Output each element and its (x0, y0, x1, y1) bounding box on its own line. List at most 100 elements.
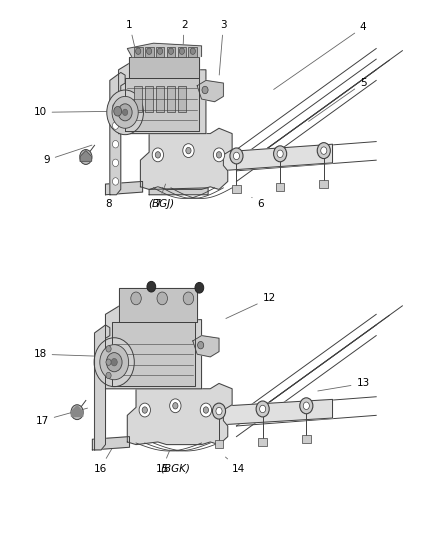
Text: 17: 17 (35, 408, 88, 426)
Bar (276, 183, 285, 191)
Circle shape (233, 152, 240, 160)
Circle shape (71, 405, 83, 419)
Circle shape (147, 281, 155, 292)
Circle shape (300, 398, 313, 414)
Polygon shape (110, 72, 125, 195)
Circle shape (190, 48, 195, 54)
Bar (145, 86, 153, 112)
Circle shape (136, 48, 141, 54)
Polygon shape (219, 144, 332, 171)
Bar (302, 435, 311, 443)
Bar (232, 185, 241, 193)
Text: (BGJ): (BGJ) (148, 199, 174, 209)
Bar (167, 86, 175, 112)
Text: 7: 7 (155, 184, 166, 209)
Circle shape (200, 403, 212, 417)
Circle shape (260, 405, 266, 413)
Circle shape (113, 177, 119, 185)
Polygon shape (80, 151, 92, 161)
Circle shape (198, 342, 204, 349)
Circle shape (321, 147, 327, 155)
Polygon shape (119, 288, 197, 322)
Polygon shape (106, 304, 201, 389)
Polygon shape (112, 322, 195, 386)
Circle shape (139, 403, 150, 417)
Circle shape (106, 353, 122, 372)
Polygon shape (197, 80, 223, 102)
Circle shape (183, 144, 194, 158)
Circle shape (112, 96, 138, 128)
Circle shape (213, 148, 225, 162)
Polygon shape (201, 399, 332, 426)
Bar (166, 47, 175, 56)
Circle shape (168, 48, 173, 54)
Circle shape (274, 146, 287, 162)
Bar (188, 47, 197, 56)
Polygon shape (125, 78, 199, 131)
Text: 16: 16 (94, 449, 112, 473)
Text: 6: 6 (252, 197, 264, 209)
Circle shape (131, 292, 141, 305)
Text: 3: 3 (219, 20, 227, 75)
Bar (134, 47, 143, 56)
Circle shape (113, 141, 119, 148)
Circle shape (94, 338, 134, 386)
Circle shape (111, 359, 117, 366)
Text: 13: 13 (318, 378, 370, 391)
Circle shape (203, 407, 208, 413)
Polygon shape (71, 406, 83, 416)
Circle shape (142, 407, 148, 413)
Circle shape (106, 359, 111, 366)
Polygon shape (130, 56, 199, 78)
Text: 12: 12 (226, 293, 276, 319)
Circle shape (202, 86, 208, 94)
Circle shape (107, 90, 144, 135)
Circle shape (212, 403, 226, 419)
Circle shape (147, 48, 152, 54)
Polygon shape (127, 43, 201, 56)
Text: 10: 10 (33, 107, 116, 117)
Bar (177, 47, 186, 56)
Polygon shape (141, 128, 232, 189)
Polygon shape (193, 336, 219, 357)
Circle shape (173, 402, 178, 409)
Circle shape (106, 346, 111, 352)
Circle shape (183, 292, 194, 305)
Text: 14: 14 (226, 457, 245, 473)
Circle shape (303, 402, 309, 409)
Text: 18: 18 (33, 349, 115, 359)
Bar (178, 86, 186, 112)
Text: 5: 5 (309, 78, 367, 122)
Circle shape (170, 399, 181, 413)
Polygon shape (92, 437, 130, 450)
Polygon shape (106, 181, 143, 195)
Bar (258, 438, 267, 446)
Bar (215, 440, 223, 448)
Polygon shape (119, 59, 206, 134)
Text: 9: 9 (43, 145, 92, 165)
Circle shape (216, 407, 222, 415)
Text: 11: 11 (123, 293, 150, 328)
Circle shape (317, 143, 330, 159)
Polygon shape (127, 383, 232, 445)
Text: 15: 15 (155, 450, 170, 473)
Circle shape (113, 103, 119, 111)
Polygon shape (149, 188, 208, 195)
Text: 1: 1 (126, 20, 142, 78)
Polygon shape (95, 325, 110, 450)
Text: (BGK): (BGK) (160, 464, 190, 473)
Circle shape (277, 150, 283, 158)
Circle shape (114, 107, 122, 116)
Circle shape (155, 152, 160, 158)
Circle shape (113, 122, 119, 130)
Bar (155, 47, 164, 56)
Circle shape (195, 282, 204, 293)
Circle shape (123, 109, 128, 116)
Bar (156, 86, 164, 112)
Circle shape (113, 159, 119, 166)
Circle shape (106, 372, 111, 378)
Text: 4: 4 (274, 22, 367, 90)
Circle shape (118, 104, 132, 121)
Circle shape (216, 152, 222, 158)
Circle shape (152, 148, 163, 162)
